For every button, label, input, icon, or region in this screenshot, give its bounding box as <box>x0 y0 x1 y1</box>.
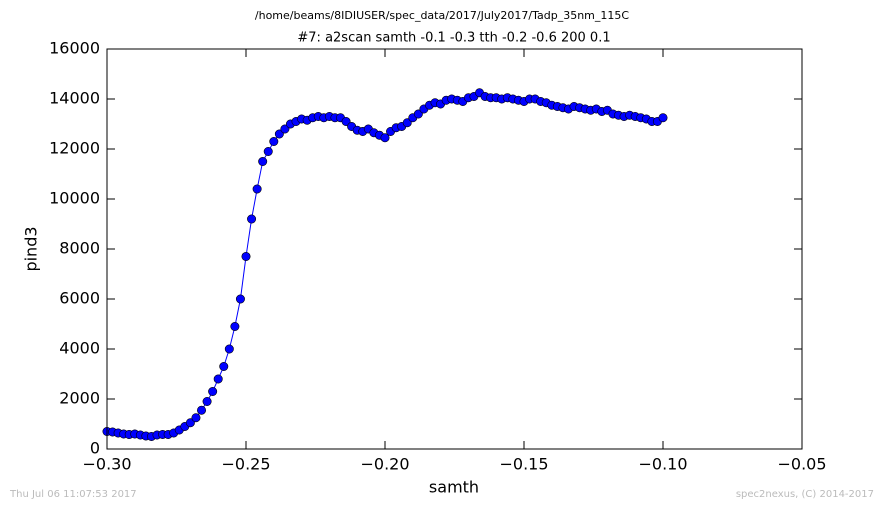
y-tick-label: 14000 <box>49 89 100 108</box>
data-point <box>258 157 268 167</box>
data-point <box>380 133 390 143</box>
x-tick-label: −0.30 <box>82 455 131 474</box>
suptitle: /home/beams/8IDIUSER/spec_data/2017/July… <box>255 9 630 22</box>
footer-left: Thu Jul 06 11:07:53 2017 <box>9 489 137 500</box>
y-tick-label: 4000 <box>59 339 100 358</box>
data-point <box>413 109 423 119</box>
data-point <box>263 147 273 157</box>
x-tick-label: −0.10 <box>638 455 687 474</box>
plot-frame <box>106 48 803 450</box>
x-tick-label: −0.25 <box>221 455 270 474</box>
data-point <box>208 386 218 396</box>
data-point <box>197 405 207 415</box>
data-point <box>247 214 257 224</box>
data-point <box>191 413 201 423</box>
data-point <box>230 321 240 331</box>
x-tick-label: −0.20 <box>360 455 409 474</box>
data-point <box>213 374 223 384</box>
data-point <box>252 184 262 194</box>
x-tick-label: −0.15 <box>499 455 548 474</box>
data-point <box>402 118 412 128</box>
y-tick-label: 6000 <box>59 289 100 308</box>
y-tick-label: 12000 <box>49 139 100 158</box>
data-point <box>658 113 668 123</box>
data-point <box>202 396 212 406</box>
x-axis-label: samth <box>429 478 479 497</box>
y-tick-label: 16000 <box>49 39 100 58</box>
y-tick-label: 0 <box>90 439 100 458</box>
chart-title: #7: a2scan samth -0.1 -0.3 tth -0.2 -0.6… <box>297 31 610 46</box>
data-point <box>235 294 245 304</box>
data-point <box>269 137 279 147</box>
data-point <box>224 344 234 354</box>
y-tick-label: 2000 <box>59 389 100 408</box>
y-tick-label: 8000 <box>59 239 100 258</box>
data-point <box>274 129 284 139</box>
data-point <box>241 252 251 262</box>
data-point <box>280 124 290 134</box>
y-axis-label: pind3 <box>22 226 41 271</box>
data-point <box>219 361 229 371</box>
footer-right: spec2nexus, (C) 2014-2017 <box>736 489 874 500</box>
x-tick-label: −0.05 <box>777 455 826 474</box>
y-tick-label: 10000 <box>49 189 100 208</box>
data-point <box>185 418 195 428</box>
data-point <box>341 117 351 127</box>
